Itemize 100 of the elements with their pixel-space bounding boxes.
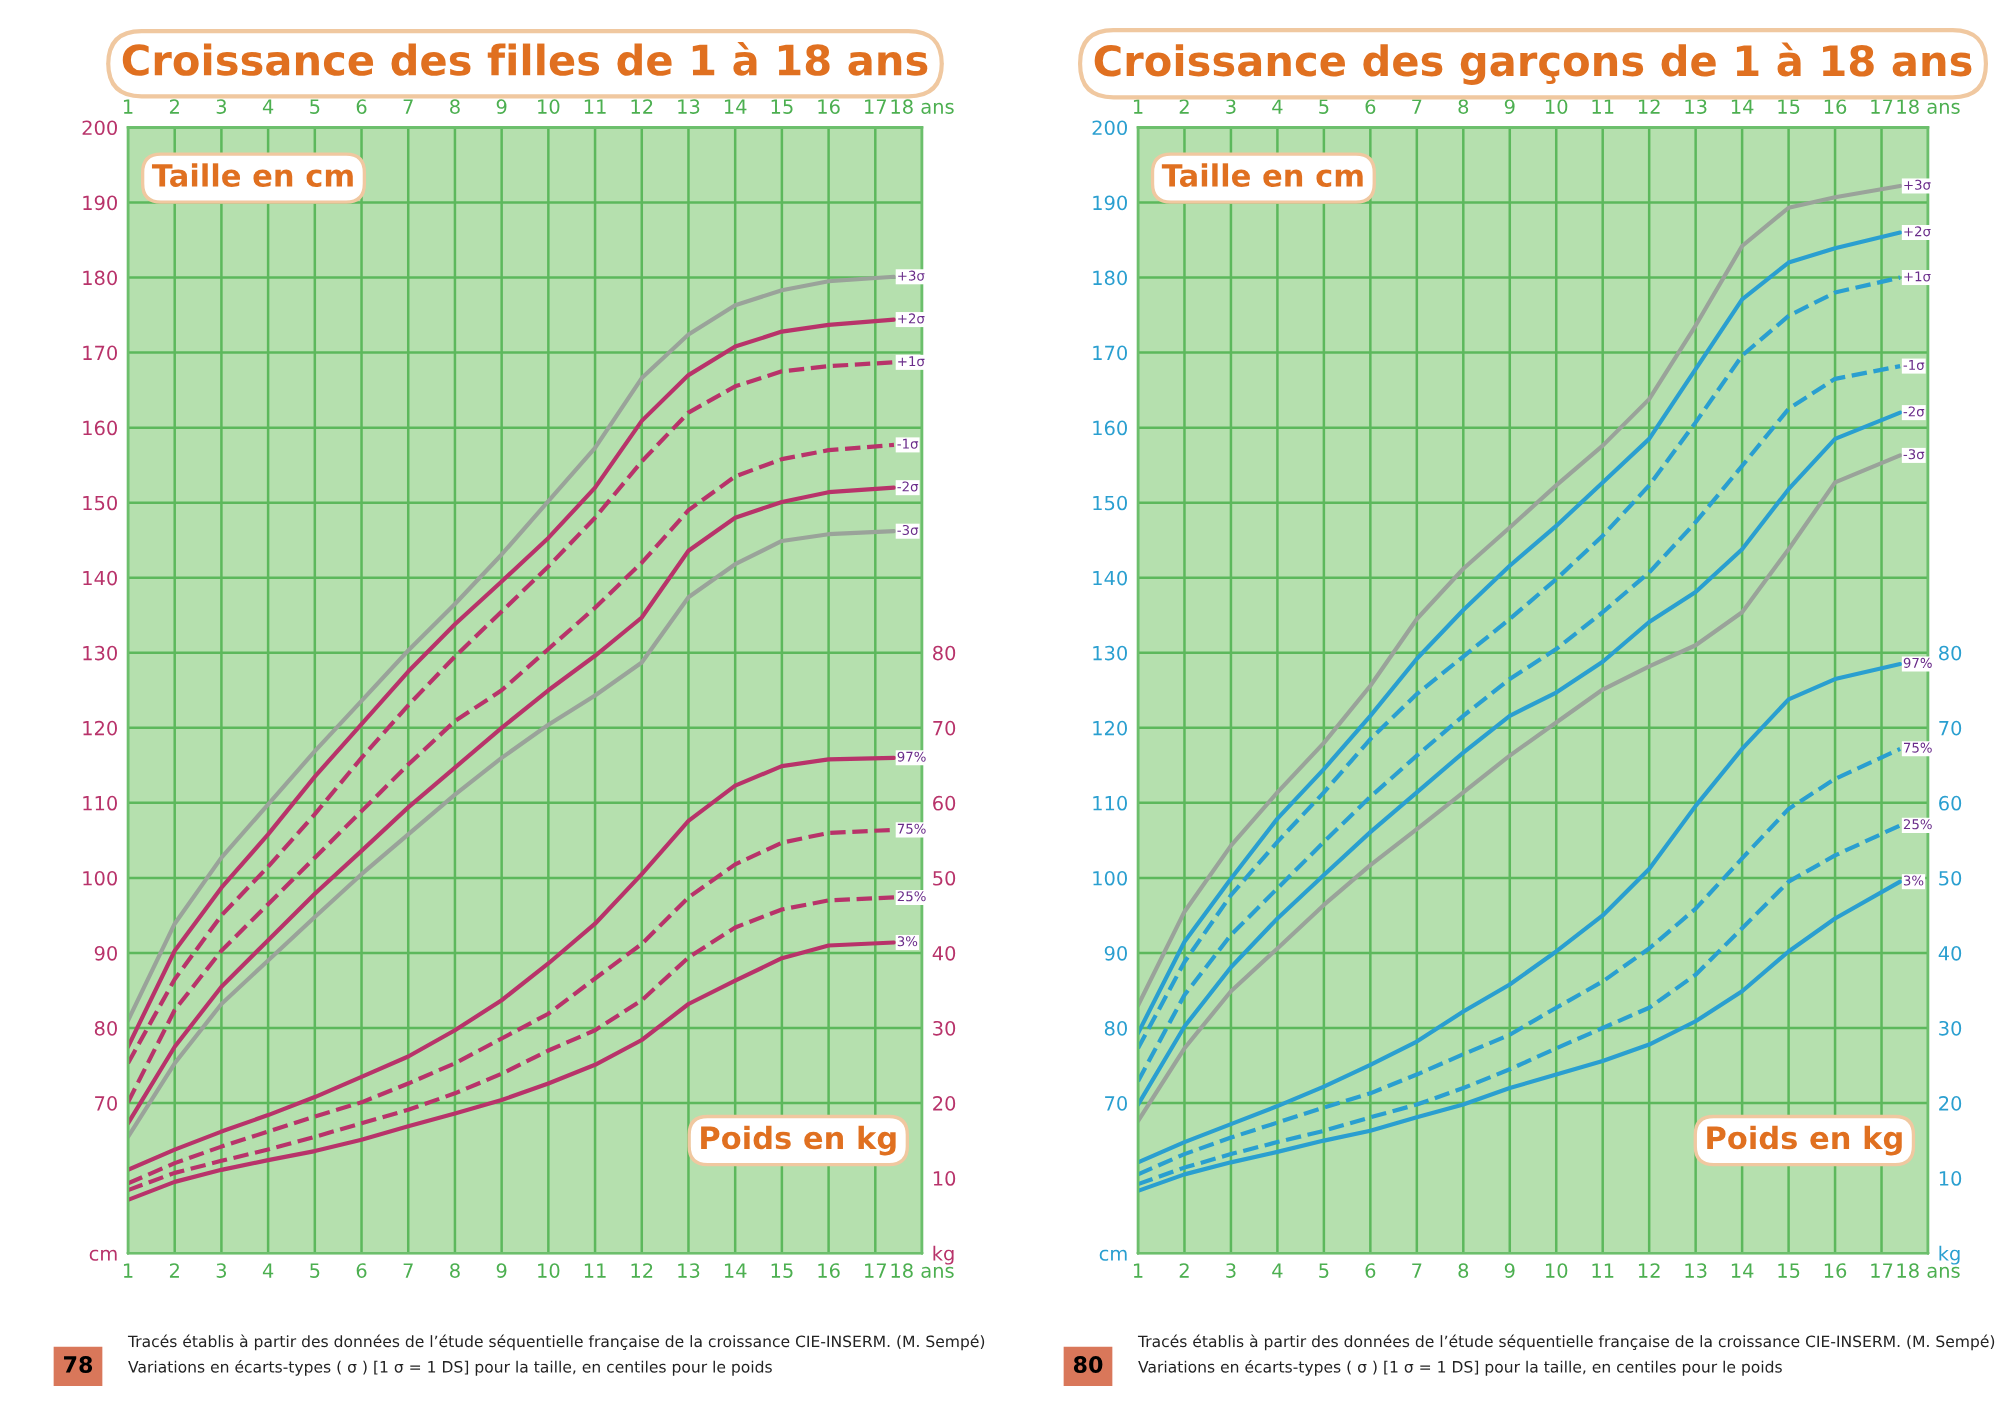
annotation: Poids en kg — [1707, 1125, 1902, 1156]
x-tick-label: 8 — [450, 1263, 460, 1278]
x2-tick-label: 5 — [1319, 99, 1329, 114]
x-tick-label: 13 — [678, 1263, 700, 1278]
y2-tick-label: 20 — [933, 1096, 956, 1111]
y-tick-label: 80 — [1104, 1020, 1127, 1036]
y2-tick-label: 60 — [933, 795, 956, 811]
x2-tick-label: 12 — [1638, 99, 1660, 114]
y2-tick-label: 20 — [1939, 1096, 1962, 1111]
x-tick-label: 18 ans — [1897, 1263, 1960, 1278]
y2-tick-label: 60 — [1939, 795, 1962, 811]
x2-tick-label: 7 — [403, 99, 413, 114]
y2-tick-label: 30 — [933, 1020, 956, 1036]
y-tick-label: 90 — [1104, 945, 1127, 961]
x2-tick-label: 8 — [1458, 99, 1469, 114]
x2-tick-label: 10 — [1546, 99, 1568, 114]
x2-tick-label: 3 — [1226, 99, 1236, 114]
x-tick-label: 2 — [1179, 1263, 1189, 1278]
x-tick-label: 15 — [771, 1263, 793, 1278]
y-tick-label: 180 — [83, 270, 117, 286]
y-tick-label: 150 — [83, 495, 117, 511]
x2-tick-label: 9 — [496, 99, 507, 114]
y-tick-label: 90 — [94, 945, 117, 961]
x2-tick-label: 17 — [865, 99, 886, 114]
x2-tick-label: 17 — [1871, 99, 1893, 114]
x2-tick-label: 6 — [356, 99, 367, 114]
y2-tick-label: 50 — [933, 870, 956, 886]
y2-tick-label: 10 — [933, 1171, 956, 1186]
x-tick-label: 16 — [818, 1263, 840, 1278]
x-tick-label: 15 — [1778, 1263, 1800, 1278]
x2-tick-label: 18 ans — [1897, 99, 1960, 114]
y-tick-label: 120 — [83, 720, 117, 736]
y-tick-label: 140 — [83, 570, 117, 586]
y-tick-label: 110 — [83, 795, 117, 811]
x2-tick-label: 1 — [1133, 99, 1143, 114]
y2-tick-label: 80 — [1939, 645, 1962, 661]
x2-tick-label: 10 — [538, 99, 560, 114]
x2-tick-label: 6 — [1365, 99, 1376, 114]
y2-tick-label: 80 — [933, 645, 956, 661]
x-tick-label: 16 — [1824, 1263, 1847, 1278]
x-tick-label: 12 — [631, 1263, 653, 1278]
x-tick-label: 9 — [1504, 1263, 1515, 1278]
y2-tick-label: 70 — [1939, 720, 1962, 736]
x2-tick-label: 7 — [1412, 99, 1422, 114]
annotation: Poids en kg — [701, 1125, 896, 1156]
x-tick-label: 13 — [1685, 1263, 1707, 1278]
x-tick-label: 9 — [496, 1263, 507, 1278]
y2-tick-label: 50 — [1939, 870, 1962, 886]
x2-tick-label: 16 — [1824, 99, 1847, 114]
y-tick-label: 200 — [1092, 120, 1127, 136]
x-tick-label: 11 — [1592, 1263, 1614, 1278]
y-tick-label: 110 — [1093, 795, 1127, 811]
x-tick-label: 12 — [1638, 1263, 1660, 1278]
x2-tick-label: 2 — [169, 99, 179, 114]
y-tick-label: 190 — [83, 195, 117, 211]
y2-tick-label: 40 — [932, 945, 956, 961]
text: 80 — [1073, 1356, 1103, 1373]
x-tick-label: 8 — [1458, 1263, 1469, 1278]
x-tick-label: 5 — [310, 1263, 320, 1278]
x-tick-label: 10 — [1546, 1263, 1568, 1278]
annotation: Taille en cm — [151, 163, 353, 187]
x-tick-label: 17 — [1871, 1263, 1893, 1278]
annotation: Taille en cm — [1161, 163, 1363, 187]
y-tick-label: 150 — [1093, 495, 1127, 511]
y-tick-label: 100 — [1093, 870, 1127, 886]
x-tick-label: 3 — [216, 1263, 227, 1278]
x2-tick-label: 4 — [1272, 99, 1283, 114]
x2-tick-label: 11 — [584, 99, 606, 114]
x-tick-label: 14 — [724, 1263, 747, 1278]
y2-tick-label: 30 — [1939, 1020, 1962, 1036]
x-tick-label: 6 — [356, 1263, 367, 1278]
y2-tick-label: 40 — [1938, 945, 1962, 961]
x-tick-label: 11 — [584, 1263, 606, 1278]
y2-tick-label: 10 — [1939, 1171, 1962, 1186]
x2-tick-label: 3 — [216, 99, 227, 114]
x-tick-label: 17 — [865, 1263, 886, 1278]
x-tick-label: 10 — [538, 1263, 560, 1278]
y2-tick-label: 70 — [933, 720, 956, 736]
x2-tick-label: 4 — [262, 99, 274, 114]
y-tick-label: 170 — [83, 345, 117, 361]
x2-tick-label: 12 — [631, 99, 653, 114]
text: 78 — [64, 1356, 93, 1373]
x-tick-label: 1 — [123, 1263, 133, 1278]
x2-tick-label: 16 — [818, 99, 840, 114]
y-tick-label: 170 — [1093, 345, 1127, 361]
x2-tick-label: 9 — [1504, 99, 1515, 114]
x2-tick-label: 2 — [1179, 99, 1189, 114]
y-tick-label: 160 — [1093, 420, 1127, 436]
y-tick-label: 70 — [1105, 1096, 1127, 1111]
x-tick-label: 2 — [169, 1263, 179, 1278]
y-tick-label: 120 — [1093, 720, 1127, 736]
y-tick-label: 130 — [83, 645, 117, 661]
x2-tick-label: 15 — [771, 99, 793, 114]
x-tick-label: 5 — [1319, 1263, 1329, 1278]
x-tick-label: 4 — [1272, 1263, 1283, 1278]
y2-tick-label: kg — [933, 1245, 954, 1265]
y-tick-label: 160 — [83, 420, 117, 436]
y-tick-label: 140 — [1093, 570, 1127, 586]
y-tick-label: 100 — [83, 870, 117, 886]
x-tick-label: 14 — [1731, 1263, 1754, 1278]
